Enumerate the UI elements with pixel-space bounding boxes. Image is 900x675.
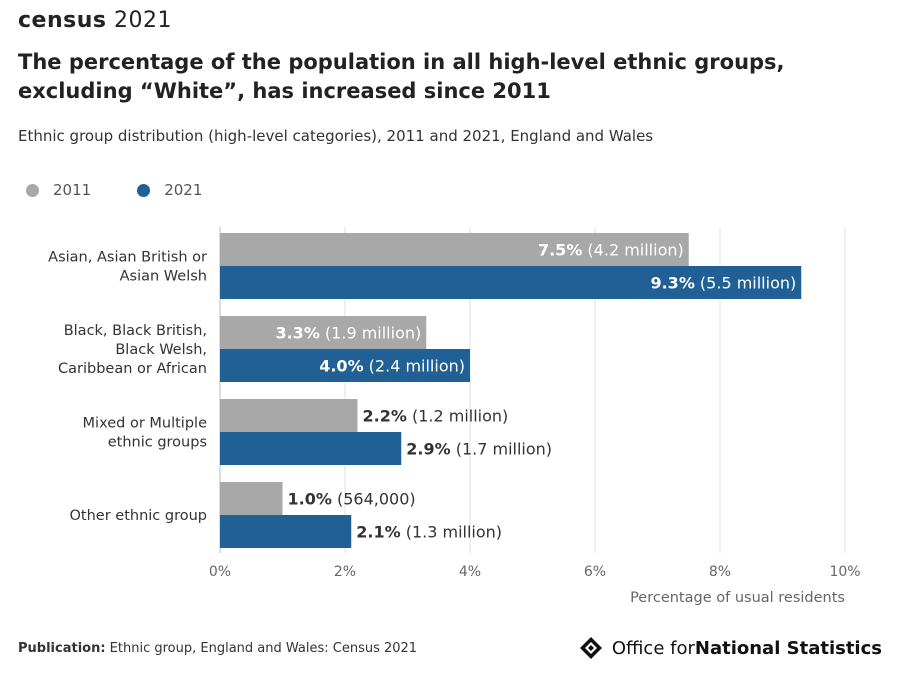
category-label: Black, Black British, Black Welsh, Caribbe…: [58, 323, 207, 377]
data-label-value: 2.9%: [406, 440, 450, 459]
ons-mark-icon: [579, 637, 602, 659]
data-label-count: (1.9 million): [320, 324, 421, 343]
data-label-count: (1.7 million): [451, 440, 552, 459]
data-label-count: (2.4 million): [364, 357, 465, 376]
bar-2021: [220, 349, 470, 382]
bar-2021: [220, 266, 802, 299]
chart-subtitle: Ethnic group distribution (high-level ca…: [18, 127, 654, 145]
data-label-value: 4.0%: [319, 357, 363, 376]
data-label: 1.0% (564,000): [288, 490, 416, 509]
category-label-line: Other ethnic group: [70, 508, 208, 524]
brand-census: census: [18, 8, 107, 33]
legend-item-2021: 2021: [137, 181, 202, 199]
bar-2021: [220, 432, 402, 465]
data-label-value: 2.2%: [363, 407, 407, 426]
category-label: Mixed or Multiple ethnic groups: [83, 416, 208, 451]
data-label: 7.5% (4.2 million): [538, 241, 684, 260]
category-label: Asian, Asian British or Asian Welsh: [48, 250, 207, 285]
brand-year: 2021: [113, 8, 172, 33]
category-label-line: Mixed or Multiple: [83, 416, 208, 432]
x-tick-label: 6%: [584, 564, 606, 580]
x-axis-title: Percentage of usual residents: [630, 590, 845, 606]
publication-label: Publication:: [18, 641, 106, 656]
x-tick-label: 0%: [209, 564, 231, 580]
chart-legend: 2011 2021: [26, 181, 248, 199]
ons-prefix: Office for: [611, 637, 695, 659]
data-label-value: 3.3%: [275, 324, 319, 343]
ons-logo: Office for National Statistics: [578, 635, 882, 661]
x-tick-label: 4%: [459, 564, 481, 580]
legend-label-2011: 2011: [53, 181, 92, 199]
data-label: 3.3% (1.9 million): [275, 324, 421, 343]
category-label-line: Black Welsh,: [115, 342, 207, 358]
ons-bold: National Statistics: [694, 637, 882, 659]
legend-label-2021: 2021: [164, 181, 203, 199]
data-label: 4.0% (2.4 million): [319, 357, 465, 376]
legend-item-2011: 2011: [26, 181, 91, 199]
data-label: 2.2% (1.2 million): [363, 407, 509, 426]
publication-text: Ethnic group, England and Wales: Census …: [105, 641, 418, 656]
category-label-line: ethnic groups: [108, 435, 207, 451]
data-label-value: 9.3%: [650, 274, 694, 293]
bar-2021: [220, 515, 352, 548]
data-label-count: (1.2 million): [407, 407, 508, 426]
category-label-line: Black, Black British,: [64, 323, 207, 339]
data-label-value: 2.1%: [356, 523, 400, 542]
census-2021-logo: census 2021: [18, 8, 172, 33]
x-tick-label: 10%: [829, 564, 860, 580]
chart-title: The percentage of the population in all …: [18, 50, 785, 103]
data-label-count: (5.5 million): [695, 274, 796, 293]
x-tick-label: 2%: [334, 564, 356, 580]
data-label-count: (4.2 million): [582, 241, 683, 260]
data-label: 9.3% (5.5 million): [650, 274, 796, 293]
data-label-value: 1.0%: [288, 490, 332, 509]
bar-2011: [220, 316, 427, 349]
category-label-line: Asian, Asian British or: [48, 250, 207, 266]
legend-swatch-2011: [26, 183, 39, 197]
data-label-count: (1.3 million): [401, 523, 502, 542]
legend-swatch-2021: [137, 183, 151, 197]
bar-chart: 0% 2% 4% 6% 8% 10%Asian, Asian British or Asia…: [48, 227, 861, 606]
bar-2011: [220, 482, 283, 515]
x-tick-label: 8%: [709, 564, 731, 580]
publication-note: Publication: Ethnic group, England and W…: [18, 641, 417, 656]
bar-2011: [220, 399, 358, 432]
data-label: 2.9% (1.7 million): [406, 440, 552, 459]
data-label-count: (564,000): [332, 490, 416, 509]
category-label-line: Caribbean or African: [58, 361, 207, 377]
bar-2011: [220, 233, 689, 266]
data-label-value: 7.5%: [538, 241, 582, 260]
category-label: Other ethnic group: [70, 508, 208, 524]
category-label-line: Asian Welsh: [120, 269, 207, 285]
data-label: 2.1% (1.3 million): [356, 523, 502, 542]
